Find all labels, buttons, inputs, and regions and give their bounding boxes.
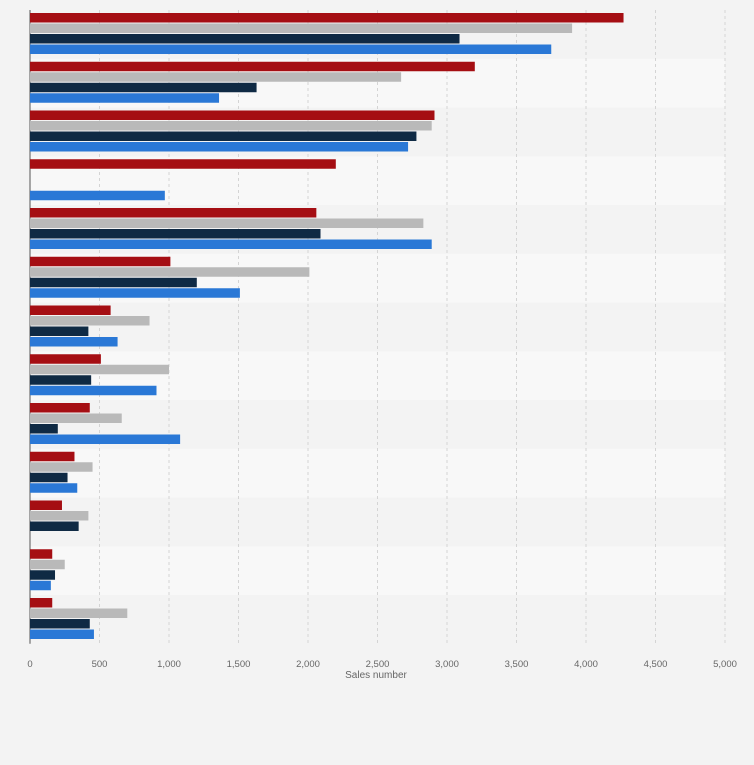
- bar[interactable]: [30, 364, 169, 375]
- bar[interactable]: [30, 483, 78, 493]
- bar[interactable]: [30, 385, 157, 396]
- x-tick-label: 4,000: [574, 659, 598, 670]
- x-tick-label: 0: [27, 659, 32, 670]
- bar[interactable]: [30, 598, 53, 608]
- bar[interactable]: [30, 131, 417, 142]
- x-axis-label: Sales number: [345, 670, 407, 681]
- x-tick-label: 1,000: [157, 659, 181, 670]
- bar[interactable]: [30, 110, 435, 121]
- bar[interactable]: [30, 619, 90, 629]
- gridlines: [29, 10, 726, 644]
- bar[interactable]: [30, 82, 257, 93]
- bar[interactable]: [30, 434, 181, 445]
- bar[interactable]: [30, 277, 197, 288]
- bar[interactable]: [30, 570, 56, 580]
- bar[interactable]: [30, 424, 58, 434]
- x-tick-label: 2,500: [366, 659, 390, 670]
- bar[interactable]: [30, 462, 93, 472]
- bar[interactable]: [30, 521, 79, 532]
- bar[interactable]: [30, 72, 402, 82]
- bar[interactable]: [30, 34, 460, 44]
- bar[interactable]: [30, 190, 165, 201]
- bar[interactable]: [30, 13, 624, 23]
- x-tick-label: 1,500: [227, 659, 251, 670]
- bar[interactable]: [30, 218, 424, 229]
- x-tick-label: 2,000: [296, 659, 320, 670]
- bar[interactable]: [30, 159, 336, 169]
- bar[interactable]: [30, 511, 89, 521]
- bar[interactable]: [30, 121, 432, 131]
- bar[interactable]: [30, 559, 65, 570]
- bar[interactable]: [30, 256, 171, 267]
- bar[interactable]: [30, 23, 573, 34]
- x-tick-label: 4,500: [644, 659, 668, 670]
- bar[interactable]: [30, 93, 220, 103]
- bar[interactable]: [30, 413, 122, 424]
- bar[interactable]: [30, 354, 101, 364]
- x-tick-label: 3,000: [435, 659, 459, 670]
- bar[interactable]: [30, 208, 317, 218]
- bar[interactable]: [30, 549, 53, 559]
- bar[interactable]: [30, 472, 68, 483]
- bar[interactable]: [30, 44, 552, 55]
- bar[interactable]: [30, 229, 321, 239]
- bars: [30, 13, 624, 639]
- x-tick-label: 5,000: [713, 659, 737, 670]
- row-band: [30, 302, 725, 352]
- bar[interactable]: [30, 288, 240, 298]
- bar[interactable]: [30, 375, 92, 385]
- bar[interactable]: [30, 500, 62, 511]
- bar[interactable]: [30, 61, 475, 72]
- x-tick-label: 3,500: [505, 659, 529, 670]
- row-bands: [30, 10, 725, 644]
- bar[interactable]: [30, 142, 409, 152]
- bar[interactable]: [30, 326, 89, 337]
- bar[interactable]: [30, 608, 128, 619]
- x-tick-label: 500: [92, 659, 108, 670]
- bar[interactable]: [30, 451, 75, 462]
- bar[interactable]: [30, 580, 51, 591]
- bar[interactable]: [30, 239, 432, 250]
- bar[interactable]: [30, 267, 310, 277]
- bar[interactable]: [30, 629, 94, 640]
- bar[interactable]: [30, 305, 111, 316]
- bar[interactable]: [30, 316, 150, 326]
- x-tick-labels: 0 500 1,000 1,500 2,000 2,500 3,000 3,500 4,000 4…: [27, 659, 737, 670]
- bar[interactable]: [30, 337, 118, 347]
- bar[interactable]: [30, 403, 90, 413]
